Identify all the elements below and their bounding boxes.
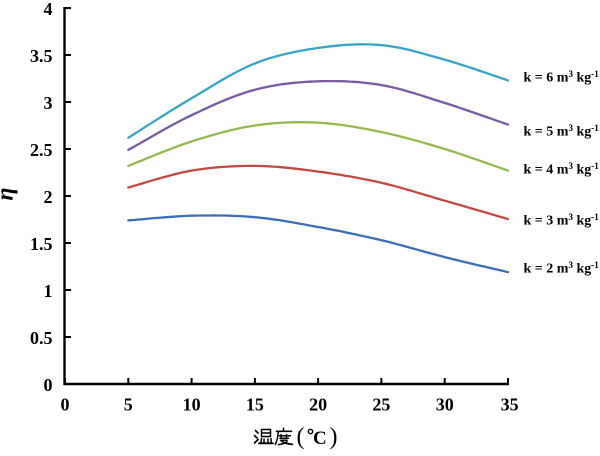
svg-text:(: ( <box>297 424 305 450</box>
svg-text:25: 25 <box>372 394 390 414</box>
svg-text:k = 2 m3 kg-1: k = 2 m3 kg-1 <box>524 260 600 277</box>
svg-text:30: 30 <box>436 394 454 414</box>
svg-text:3: 3 <box>44 93 53 113</box>
svg-text:35: 35 <box>501 394 519 414</box>
svg-text:20: 20 <box>309 394 327 414</box>
svg-text:): ) <box>330 424 338 450</box>
svg-text:0.5: 0.5 <box>30 328 53 348</box>
svg-text:η: η <box>0 187 19 200</box>
svg-text:1.5: 1.5 <box>30 234 53 254</box>
svg-text:2.5: 2.5 <box>30 140 53 160</box>
svg-text:3.5: 3.5 <box>30 46 53 66</box>
svg-text:2: 2 <box>44 187 53 207</box>
svg-text:1: 1 <box>44 281 53 301</box>
svg-text:0: 0 <box>61 394 70 414</box>
svg-text:k = 4 m3 kg-1: k = 4 m3 kg-1 <box>524 161 600 178</box>
svg-text:5: 5 <box>124 394 133 414</box>
svg-text:k = 6 m3 kg-1: k = 6 m3 kg-1 <box>524 69 600 86</box>
svg-text:0: 0 <box>44 375 53 395</box>
svg-text:10: 10 <box>183 394 201 414</box>
svg-text:k = 3 m3 kg-1: k = 3 m3 kg-1 <box>524 212 600 229</box>
svg-text:C: C <box>313 428 327 449</box>
svg-text:15: 15 <box>246 394 264 414</box>
svg-text:4: 4 <box>44 0 53 19</box>
svg-text:k = 5 m3 kg-1: k = 5 m3 kg-1 <box>524 123 600 140</box>
